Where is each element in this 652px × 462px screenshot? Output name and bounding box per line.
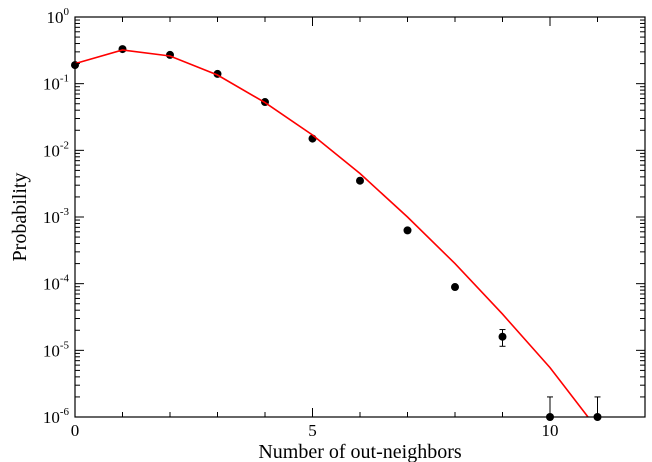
data-point <box>356 176 364 185</box>
x-tick-label: 10 <box>542 421 559 440</box>
y-tick-label: 10-5 <box>43 339 70 360</box>
y-tick-label: 10-2 <box>43 139 69 160</box>
x-tick-label: 5 <box>308 421 317 440</box>
axes: 0 5 10 100 10-1 10-2 10-3 10-4 10-5 10-6 <box>43 6 646 440</box>
x-axis-title: Number of out-neighbors <box>258 441 462 462</box>
plot-area <box>71 45 602 421</box>
y-tick-label: 10-1 <box>43 73 69 94</box>
y-tick-label: 100 <box>47 6 70 27</box>
data-point <box>403 226 412 235</box>
plot-frame <box>74 16 646 418</box>
data-point <box>451 283 459 292</box>
y-tick-label: 10-3 <box>43 206 70 227</box>
x-tick-label: 0 <box>71 421 80 440</box>
fit-line <box>74 49 589 418</box>
data-point <box>118 45 127 54</box>
y-axis-title: Probability <box>9 173 31 262</box>
data-point <box>498 332 507 341</box>
y-tick-label: 10-6 <box>43 406 70 427</box>
y-tick-label: 10-4 <box>43 273 70 294</box>
